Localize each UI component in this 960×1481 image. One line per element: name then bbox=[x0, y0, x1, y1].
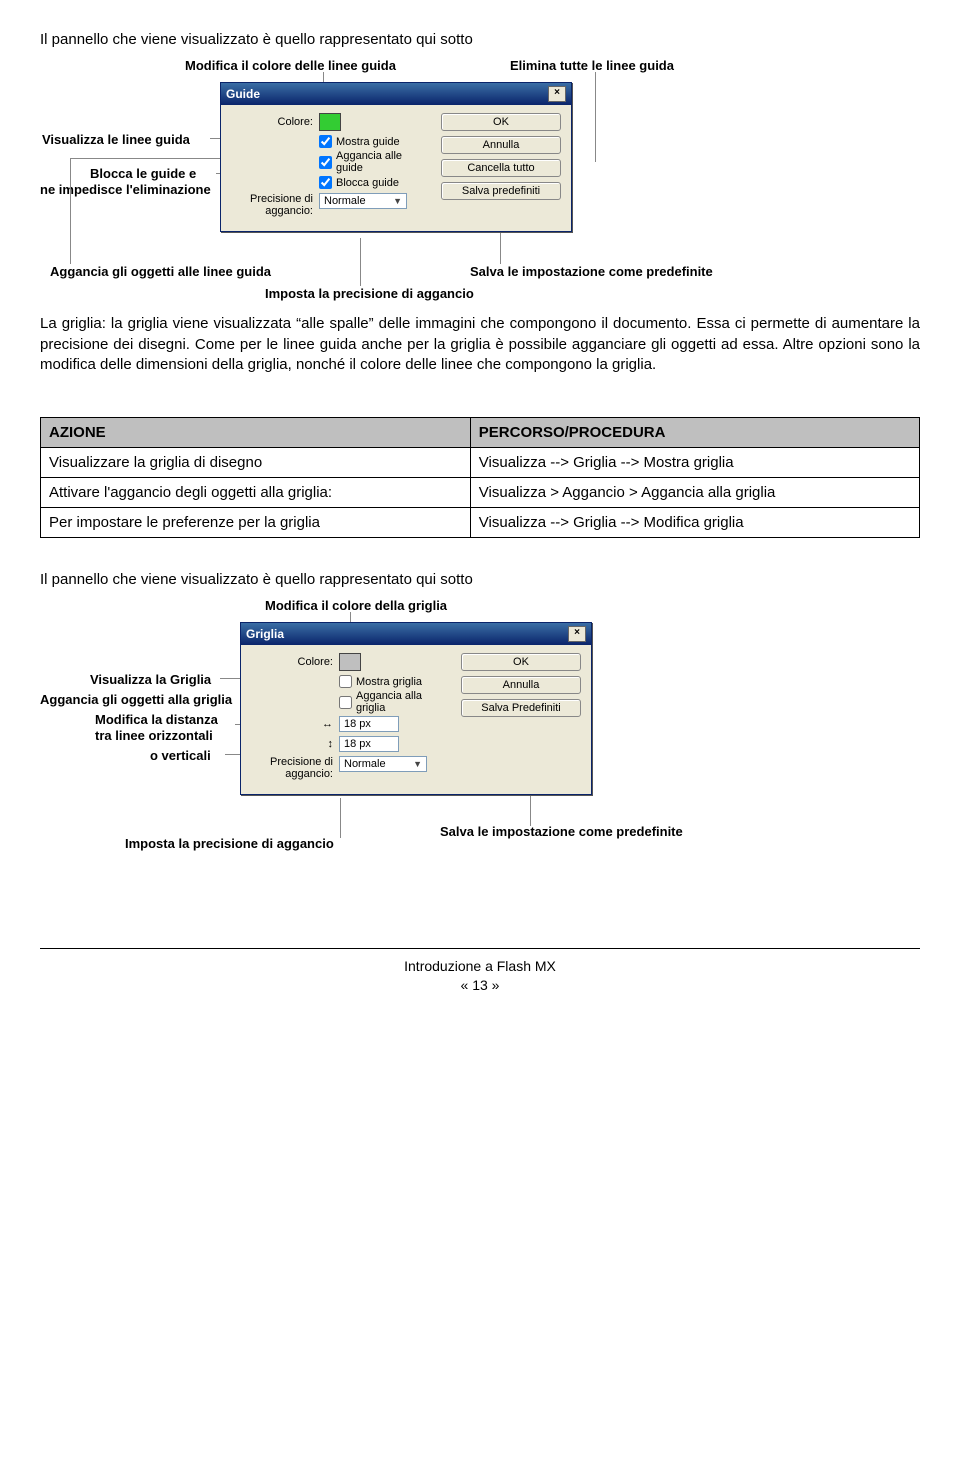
precision-value: Normale bbox=[344, 758, 386, 770]
snap-guides-check[interactable] bbox=[319, 156, 332, 169]
ann-show-guides: Visualizza le linee guida bbox=[42, 132, 190, 148]
table-header-row: AZIONE PERCORSO/PROCEDURA bbox=[41, 418, 920, 448]
th-action: AZIONE bbox=[41, 418, 471, 448]
lock-guides-check[interactable] bbox=[319, 176, 332, 189]
footer-page: « 13 » bbox=[461, 977, 500, 993]
cell: Visualizza > Aggancio > Aggancia alla gr… bbox=[470, 478, 919, 508]
guide-dialog: Guide × Colore: Mostra guide Aggancia al… bbox=[220, 82, 572, 232]
titlebar: Guide × bbox=[221, 83, 571, 105]
ann-clear: Elimina tutte le linee guida bbox=[510, 58, 674, 74]
lock-guides-label: Blocca guide bbox=[336, 177, 399, 189]
page-footer: Introduzione a Flash MX « 13 » bbox=[40, 957, 920, 996]
close-icon[interactable]: × bbox=[568, 626, 586, 642]
footer-title: Introduzione a Flash MX bbox=[404, 958, 556, 974]
snap-guides-label: Aggancia alle guide bbox=[336, 150, 429, 174]
th-procedure: PERCORSO/PROCEDURA bbox=[470, 418, 919, 448]
guide-dialog-diagram: Modifica il colore delle linee guida Eli… bbox=[40, 58, 740, 308]
intro-text-2: Il pannello che viene visualizzato è que… bbox=[40, 570, 920, 590]
save-button[interactable]: Salva predefiniti bbox=[441, 182, 561, 200]
ann-snap: Aggancia gli oggetti alle linee guida bbox=[50, 264, 271, 280]
chevron-down-icon: ▼ bbox=[393, 196, 402, 206]
cell: Visualizza --> Griglia --> Mostra grigli… bbox=[470, 448, 919, 478]
grid-dialog: Griglia × Colore: Mostra griglia Agganci… bbox=[240, 622, 592, 795]
cell: Attivare l'aggancio degli oggetti alla g… bbox=[41, 478, 471, 508]
arrow-v-icon: ↕ bbox=[251, 738, 333, 750]
intro-text-1: Il pannello che viene visualizzato è que… bbox=[40, 30, 920, 50]
ann-color: Modifica il colore delle linee guida bbox=[185, 58, 396, 74]
cell: Per impostare le preferenze per la grigl… bbox=[41, 508, 471, 538]
arrow-h-icon: ↔ bbox=[251, 718, 333, 730]
ann-lock1: Blocca le guide e bbox=[90, 166, 196, 182]
ann-hdist1: Modifica la distanza bbox=[95, 712, 218, 728]
precision-label1: Precisione di bbox=[250, 193, 313, 205]
h-spacing-field[interactable]: 18 px bbox=[339, 716, 399, 732]
color-label: Colore: bbox=[251, 656, 333, 668]
snap-grid-label: Aggancia alla griglia bbox=[356, 690, 449, 714]
ann-precision2: Imposta la precisione di aggancio bbox=[125, 836, 334, 852]
ok-button[interactable]: OK bbox=[441, 113, 561, 131]
ann-grid-color: Modifica il colore della griglia bbox=[265, 598, 447, 614]
show-guides-check[interactable] bbox=[319, 135, 332, 148]
show-grid-check[interactable] bbox=[339, 675, 352, 688]
ann-vdist: o verticali bbox=[150, 748, 211, 764]
color-label: Colore: bbox=[231, 116, 313, 128]
footer-rule bbox=[40, 948, 920, 949]
titlebar: Griglia × bbox=[241, 623, 591, 645]
ann-lock2: ne impedisce l'eliminazione bbox=[40, 182, 211, 198]
body-paragraph: La griglia: la griglia viene visualizzat… bbox=[40, 314, 920, 375]
dialog-title: Guide bbox=[226, 87, 260, 101]
cell: Visualizza --> Griglia --> Modifica grig… bbox=[470, 508, 919, 538]
precision-label1b: Precisione di bbox=[270, 756, 333, 768]
procedure-table: AZIONE PERCORSO/PROCEDURA Visualizzare l… bbox=[40, 417, 920, 538]
precision-label2: aggancio: bbox=[265, 205, 313, 217]
ann-savepref2: Salva le impostazione come predefinite bbox=[440, 824, 683, 840]
cancel-button[interactable]: Annulla bbox=[461, 676, 581, 694]
save-button[interactable]: Salva Predefiniti bbox=[461, 699, 581, 717]
color-swatch[interactable] bbox=[319, 113, 341, 131]
ann-savepref: Salva le impostazione come predefinite bbox=[470, 264, 713, 280]
table-row: Attivare l'aggancio degli oggetti alla g… bbox=[41, 478, 920, 508]
v-spacing-field[interactable]: 18 px bbox=[339, 736, 399, 752]
dialog-title: Griglia bbox=[246, 627, 284, 641]
cell: Visualizzare la griglia di disegno bbox=[41, 448, 471, 478]
table-row: Per impostare le preferenze per la grigl… bbox=[41, 508, 920, 538]
close-icon[interactable]: × bbox=[548, 86, 566, 102]
ann-precision: Imposta la precisione di aggancio bbox=[265, 286, 474, 302]
precision-label2b: aggancio: bbox=[285, 768, 333, 780]
show-grid-label: Mostra griglia bbox=[356, 676, 422, 688]
precision-dropdown[interactable]: Normale ▼ bbox=[339, 756, 427, 772]
chevron-down-icon: ▼ bbox=[413, 759, 422, 769]
color-swatch[interactable] bbox=[339, 653, 361, 671]
grid-dialog-diagram: Modifica il colore della griglia Visuali… bbox=[40, 598, 740, 868]
snap-grid-check[interactable] bbox=[339, 696, 352, 709]
ann-show-grid: Visualizza la Griglia bbox=[90, 672, 211, 688]
precision-dropdown[interactable]: Normale ▼ bbox=[319, 193, 407, 209]
ann-snap-grid: Aggancia gli oggetti alla griglia bbox=[40, 692, 232, 708]
ok-button[interactable]: OK bbox=[461, 653, 581, 671]
clear-button[interactable]: Cancella tutto bbox=[441, 159, 561, 177]
show-guides-label: Mostra guide bbox=[336, 136, 400, 148]
table-row: Visualizzare la griglia di disegno Visua… bbox=[41, 448, 920, 478]
precision-value: Normale bbox=[324, 195, 366, 207]
cancel-button[interactable]: Annulla bbox=[441, 136, 561, 154]
ann-hdist2: tra linee orizzontali bbox=[95, 728, 213, 744]
